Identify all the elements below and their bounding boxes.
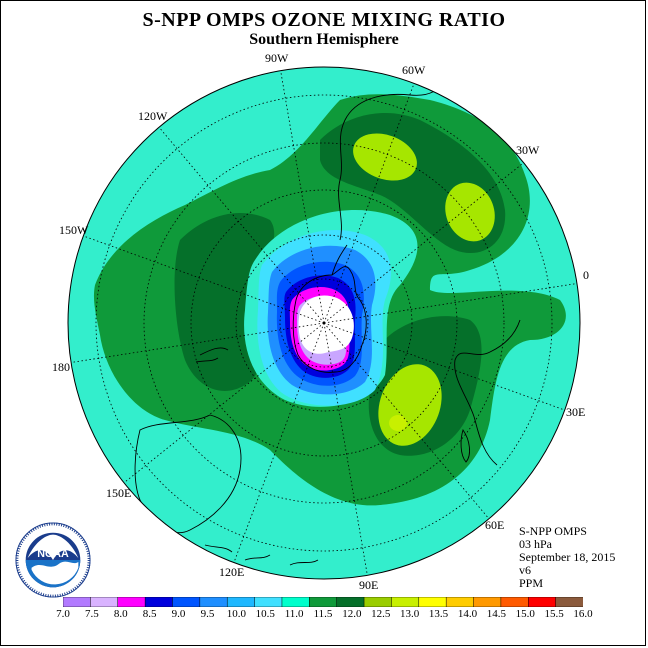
graticule: [68, 67, 580, 579]
colorbar-tick-label: 13.5: [428, 608, 449, 620]
lon-label-30w: 30W: [516, 143, 540, 157]
colorbar-tick-label: 15.0: [515, 608, 535, 620]
info-units: PPM: [519, 576, 544, 590]
coast-islands: [204, 544, 319, 566]
colorbar: [63, 597, 583, 607]
colorbar-tick-label: 7.0: [56, 608, 70, 620]
colorbar-swatch: [363, 597, 392, 607]
field-white-core: [298, 295, 354, 354]
colorbar-swatch: [528, 597, 557, 607]
map-subtitle: Southern Hemisphere: [249, 31, 399, 48]
coast-new-zealand: [195, 347, 229, 363]
colorbar-tick-label: 14.5: [486, 608, 506, 620]
colorbar-swatch: [445, 597, 475, 607]
colorbar-tick-label: 16.0: [573, 608, 593, 620]
coast-antarctic-peninsula: [331, 244, 348, 276]
lon-label-120w: 120W: [138, 109, 168, 123]
colorbar-swatch: [63, 597, 91, 607]
colorbar-tick-label: 12.0: [342, 608, 362, 620]
colorbar-swatch: [144, 597, 174, 607]
colorbar-tick-label: 10.5: [255, 608, 275, 620]
map-title: S-NPP OMPS OZONE MIXING RATIO: [142, 9, 506, 31]
lon-label-180: 180: [52, 360, 70, 374]
coast-south-america: [338, 77, 446, 241]
colorbar-tick-label: 10.0: [226, 608, 246, 620]
lon-label-60w: 60W: [402, 63, 426, 77]
colorbar-tick-label: 9.5: [200, 608, 215, 620]
colorbar-swatch: [281, 597, 310, 607]
south-pole-marker: [322, 321, 326, 325]
colorbar-tick-label: 11.0: [284, 608, 304, 620]
info-level: 03 hPa: [519, 537, 552, 551]
colorbar-ticks: 7.0 7.5 8.0 8.5 9.0 9.5 10.0 10.5 11.0 11.5 12.0 12…: [55, 608, 595, 622]
colorbar-swatch: [473, 597, 502, 607]
colorbar-swatch: [418, 597, 447, 607]
field-max-south-atlantic: [445, 182, 495, 242]
coastlines: [134, 77, 521, 566]
lon-label-0: 0: [583, 268, 589, 282]
lon-label-30e: 30E: [566, 405, 586, 419]
colorbar-swatch: [336, 597, 365, 607]
colorbar-swatch: [254, 597, 283, 607]
colorbar-tick-label: 8.5: [142, 608, 157, 620]
colorbar-tick-label: 7.5: [85, 608, 99, 620]
colorbar-swatch: [172, 597, 201, 607]
colorbar-tick-label: 11.5: [313, 608, 333, 620]
coast-africa: [454, 319, 521, 466]
info-version: v6: [519, 563, 531, 577]
map-border: [67, 66, 581, 580]
info-instrument: S-NPP OMPS: [519, 524, 587, 538]
colorbar-tick-label: 9.0: [171, 608, 186, 620]
coast-australia: [134, 414, 242, 534]
colorbar-swatch: [555, 597, 583, 607]
lon-label-60e: 60E: [485, 518, 505, 532]
coast-antarctica: [292, 266, 367, 373]
logo-text: NOAA: [37, 548, 69, 560]
info-date: September 18, 2015: [519, 550, 616, 564]
field-max-indian-inner: [389, 415, 407, 431]
colorbar-swatch: [117, 597, 146, 607]
colorbar-swatch: [391, 597, 420, 607]
lon-label-120e: 120E: [219, 565, 245, 579]
colorbar-swatch: [309, 597, 338, 607]
colorbar-tick-label: 15.5: [544, 608, 564, 620]
noaa-logo-icon: NOAA: [15, 522, 91, 598]
field-max-south-america: [353, 133, 417, 181]
colorbar-tick-label: 13.0: [400, 608, 420, 620]
lon-label-150e: 150E: [106, 486, 132, 500]
colorbar-swatch: [199, 597, 228, 607]
info-block: S-NPP OMPS 03 hPa September 18, 2015 v6 …: [519, 525, 615, 590]
colorbar-swatch: [500, 597, 529, 607]
colorbar-tick-label: 8.0: [113, 608, 128, 620]
lon-label-90w: 90W: [265, 51, 289, 65]
colorbar-tick-label: 14.0: [457, 608, 478, 620]
lon-label-150w: 150W: [59, 223, 89, 237]
colorbar-swatch: [90, 597, 119, 607]
colorbar-tick-label: 12.5: [371, 608, 391, 620]
lon-label-90e: 90E: [359, 578, 379, 592]
colorbar-swatch: [226, 597, 256, 607]
coast-madagascar: [460, 428, 470, 463]
